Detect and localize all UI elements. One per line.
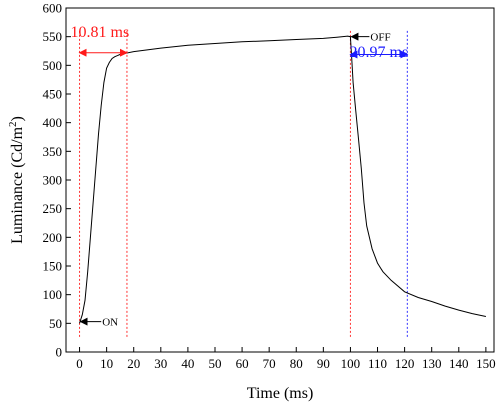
x-axis-title: Time (ms): [247, 385, 314, 402]
x-tick-label: 120: [395, 356, 415, 371]
y-tick-label: 400: [43, 115, 63, 130]
series-group: [79, 35, 487, 324]
x-tick-label: 20: [127, 356, 140, 371]
measurement-label: 20.97 ms: [350, 44, 409, 61]
y-axis-title-sup: 2: [7, 121, 19, 127]
x-tick-label: 50: [208, 356, 221, 371]
plot-frame: [65, 7, 495, 353]
x-tick-label: 40: [181, 356, 194, 371]
y-tick-label: 450: [43, 87, 63, 102]
y-tick-label: 600: [43, 1, 63, 16]
x-tick-label: 10: [100, 356, 113, 371]
x-tick-label: 140: [449, 356, 469, 371]
annotation-label: ON: [102, 317, 118, 329]
measurement-group: 10.81 ms 20.97 ms: [71, 24, 409, 61]
x-tick-label: 70: [263, 356, 276, 371]
annotation-label: OFF: [370, 32, 390, 44]
y-tick-label: 50: [49, 316, 62, 331]
y-axis-title-main: Luminance (Cd/m: [9, 126, 26, 243]
y-tick-label: 200: [43, 230, 63, 245]
y-axis-title: Luminance (Cd/m2): [7, 116, 26, 244]
x-tick-label: 90: [317, 356, 330, 371]
measurement-label: 10.81 ms: [71, 24, 130, 41]
y-tick-label: 350: [43, 144, 63, 159]
annotation-group: ON OFF: [79, 32, 391, 329]
x-tick-label: 30: [154, 356, 167, 371]
x-tick-label: 150: [476, 356, 496, 371]
x-tick-label: 100: [341, 356, 361, 371]
y-axis-title-close: ): [9, 116, 26, 121]
axis-ticks: 0 10 20 30 40 50 60 70 80 90 100 110 120 130 140 150 0 50…: [43, 1, 496, 372]
marker-lines: [79, 30, 408, 338]
y-tick-label: 250: [43, 201, 63, 216]
y-tick-label: 150: [43, 259, 63, 274]
y-tick-label: 300: [43, 173, 63, 188]
x-tick-label: 80: [290, 356, 303, 371]
y-tick-label: 500: [43, 58, 63, 73]
x-tick-label: 130: [422, 356, 442, 371]
x-tick-label: 0: [76, 356, 83, 371]
x-tick-label: 60: [236, 356, 249, 371]
y-tick-label: 550: [43, 29, 63, 44]
y-tick-label: 0: [56, 345, 63, 360]
series-line: [79, 35, 487, 324]
x-tick-label: 110: [368, 356, 387, 371]
y-tick-label: 100: [43, 287, 63, 302]
